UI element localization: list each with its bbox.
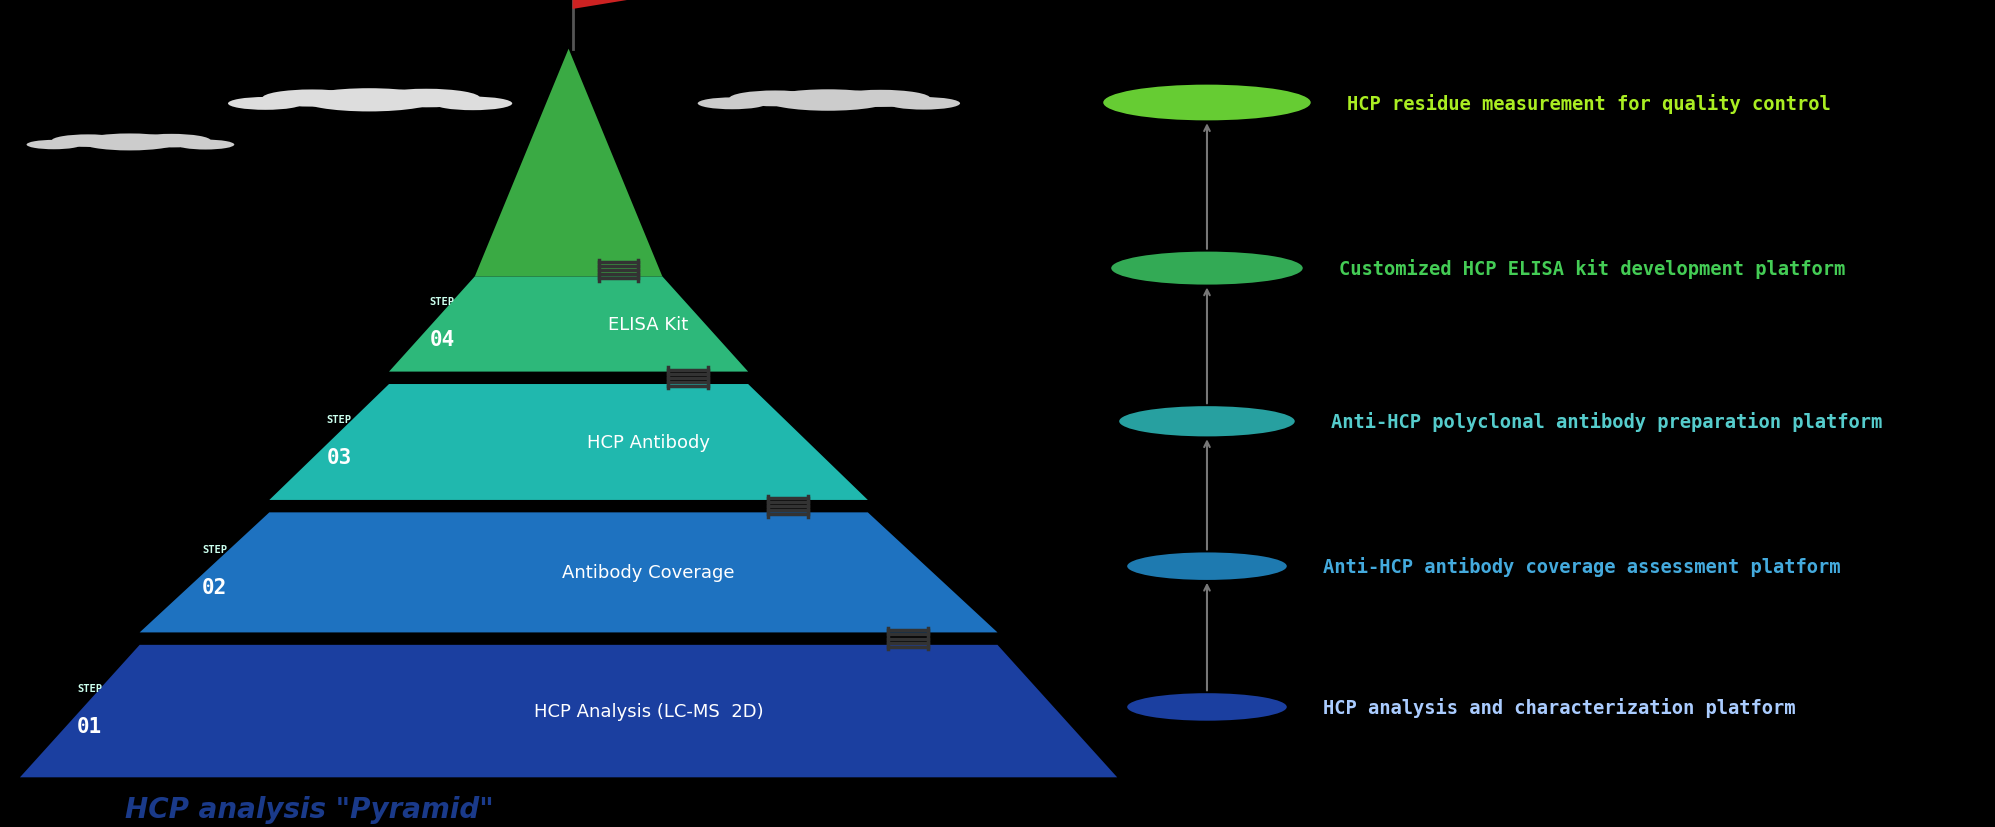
Text: 03: 03 <box>327 447 351 467</box>
Polygon shape <box>573 0 658 10</box>
Ellipse shape <box>261 90 361 108</box>
Ellipse shape <box>373 89 481 108</box>
Ellipse shape <box>227 98 303 111</box>
Text: HCP Analysis (LC-MS  2D): HCP Analysis (LC-MS 2D) <box>533 702 764 720</box>
Polygon shape <box>140 513 998 633</box>
Polygon shape <box>475 50 662 277</box>
Polygon shape <box>269 385 868 500</box>
Ellipse shape <box>730 91 822 108</box>
Ellipse shape <box>1111 252 1303 285</box>
Ellipse shape <box>1127 552 1287 581</box>
Text: Anti-HCP polyclonal antibody preparation platform: Anti-HCP polyclonal antibody preparation… <box>1331 412 1881 432</box>
Ellipse shape <box>52 135 124 148</box>
Ellipse shape <box>1103 85 1311 122</box>
Ellipse shape <box>1127 693 1287 721</box>
Ellipse shape <box>830 91 930 108</box>
Text: HCP analysis and characterization platform: HCP analysis and characterization platfo… <box>1323 697 1796 717</box>
Text: STEP: STEP <box>429 296 455 307</box>
Polygon shape <box>20 645 1117 777</box>
Ellipse shape <box>698 98 766 110</box>
Text: HCP analysis "Pyramid": HCP analysis "Pyramid" <box>126 795 493 823</box>
Text: STEP: STEP <box>78 683 102 693</box>
Ellipse shape <box>433 98 513 111</box>
Text: 01: 01 <box>78 716 102 736</box>
Text: Customized HCP ELISA kit development platform: Customized HCP ELISA kit development pla… <box>1339 259 1845 279</box>
Polygon shape <box>389 277 748 372</box>
Ellipse shape <box>26 141 82 150</box>
Ellipse shape <box>301 89 437 112</box>
Ellipse shape <box>888 98 960 111</box>
Ellipse shape <box>766 90 890 112</box>
Text: ELISA Kit: ELISA Kit <box>608 316 688 333</box>
Text: HCP Antibody: HCP Antibody <box>587 433 710 452</box>
Text: STEP: STEP <box>327 414 351 424</box>
Text: HCP residue measurement for quality control: HCP residue measurement for quality cont… <box>1347 93 1829 113</box>
Ellipse shape <box>1119 407 1295 437</box>
Ellipse shape <box>132 135 211 148</box>
Ellipse shape <box>80 134 180 151</box>
Ellipse shape <box>178 141 233 151</box>
Text: Anti-HCP antibody coverage assessment platform: Anti-HCP antibody coverage assessment pl… <box>1323 557 1839 576</box>
Text: Antibody Coverage: Antibody Coverage <box>563 564 734 581</box>
Text: 04: 04 <box>429 329 455 350</box>
Text: 02: 02 <box>201 577 227 598</box>
Text: STEP: STEP <box>201 544 227 555</box>
